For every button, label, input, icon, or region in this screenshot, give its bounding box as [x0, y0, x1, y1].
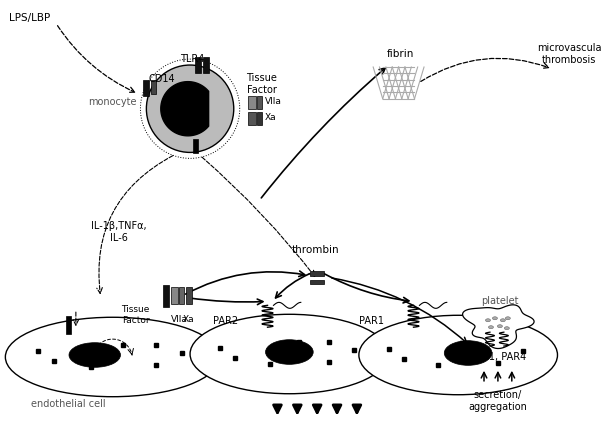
- Text: PAR1: PAR1: [359, 316, 384, 326]
- Bar: [151, 80, 156, 94]
- Bar: [248, 96, 256, 109]
- Bar: [195, 57, 201, 73]
- Circle shape: [146, 65, 234, 153]
- Bar: [143, 80, 149, 96]
- Text: IL-1β,TNFα,
IL-6: IL-1β,TNFα, IL-6: [91, 221, 146, 243]
- Text: Tissue
Factor: Tissue Factor: [246, 73, 277, 95]
- Bar: [310, 271, 324, 276]
- Bar: [171, 288, 178, 304]
- Polygon shape: [161, 82, 209, 136]
- Ellipse shape: [265, 340, 313, 364]
- Text: fibrin: fibrin: [387, 49, 414, 59]
- Ellipse shape: [69, 343, 120, 367]
- Text: TLR4: TLR4: [180, 54, 204, 64]
- Bar: [248, 112, 256, 125]
- Text: platelet: platelet: [481, 296, 518, 306]
- Polygon shape: [462, 305, 534, 348]
- Text: LPS/LBP: LPS/LBP: [9, 13, 51, 23]
- Text: VIIa: VIIa: [171, 315, 188, 324]
- Bar: [163, 285, 169, 307]
- Text: PAR1, PAR4: PAR1, PAR4: [470, 352, 526, 362]
- Ellipse shape: [492, 317, 497, 320]
- Bar: [186, 288, 192, 304]
- Text: secretion/
aggregation: secretion/ aggregation: [468, 390, 528, 412]
- Text: Tissue
Factor: Tissue Factor: [121, 305, 149, 325]
- Text: microvascula
thrombosis: microvascula thrombosis: [537, 43, 601, 65]
- Text: thrombin: thrombin: [292, 245, 339, 255]
- Bar: [203, 57, 209, 73]
- Bar: [310, 279, 324, 285]
- Ellipse shape: [504, 327, 509, 330]
- Ellipse shape: [5, 317, 220, 397]
- Text: monocyte: monocyte: [88, 97, 137, 107]
- Text: VIIa: VIIa: [265, 97, 281, 106]
- Bar: [193, 138, 198, 153]
- Ellipse shape: [190, 314, 389, 394]
- Ellipse shape: [444, 341, 492, 366]
- Text: Xa: Xa: [183, 315, 195, 324]
- Ellipse shape: [505, 317, 511, 320]
- Bar: [257, 112, 262, 125]
- Text: PAR2: PAR2: [213, 316, 238, 326]
- Ellipse shape: [500, 319, 505, 322]
- Ellipse shape: [489, 326, 493, 329]
- Ellipse shape: [497, 325, 503, 328]
- Bar: [66, 316, 71, 334]
- Text: Xa: Xa: [265, 113, 276, 122]
- Bar: [257, 96, 262, 109]
- Ellipse shape: [486, 319, 490, 322]
- Bar: [179, 288, 184, 304]
- Text: CD14: CD14: [148, 74, 175, 84]
- Ellipse shape: [359, 315, 558, 395]
- Text: endothelial cell: endothelial cell: [31, 399, 106, 409]
